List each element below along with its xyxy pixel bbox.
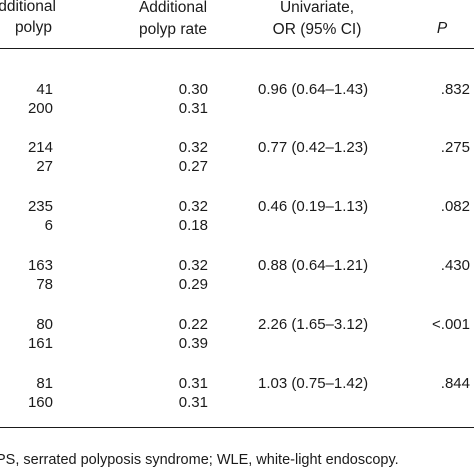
polyp-rate-cell: 0.32 [178,257,208,274]
polyp-rate-cell: 0.31 [178,100,208,117]
header-rule [0,48,474,49]
polyp-rate-cell: 0.32 [178,198,208,215]
header-or-line2: OR (95% CI) [272,21,362,38]
additional-polyp-cell: 80 [36,316,53,333]
polyp-rate-cell: 0.29 [178,276,208,293]
header-univariate-or: Univariate, OR (95% CI) [250,0,384,41]
odds-ratio-cell: 1.03 (0.75–1.42) [258,375,369,392]
additional-polyp-cell: 41 [36,81,53,98]
p-value-cell: .430 [440,257,470,274]
odds-ratio-cell: 0.88 (0.64–1.21) [258,257,369,274]
additional-polyp-cell: 200 [27,100,53,117]
additional-polyp-cell: 163 [27,257,53,274]
header-additional-polyp-line1: dditional [0,0,56,15]
odds-ratio-cell: 0.46 (0.19–1.13) [258,198,369,215]
additional-polyp-cell: 160 [27,394,53,411]
polyp-rate-cell: 0.31 [178,394,208,411]
bottom-rule [0,427,474,428]
polyp-rate-cell: 0.32 [178,139,208,156]
header-or-line1: Univariate, [279,0,355,16]
polyp-rate-cell: 0.30 [178,81,208,98]
additional-polyp-cell: 81 [36,375,53,392]
header-p-value: P [436,20,448,37]
polyp-rate-cell: 0.22 [178,316,208,333]
additional-polyp-cell: 235 [27,198,53,215]
odds-ratio-cell: 0.96 (0.64–1.43) [258,81,369,98]
additional-polyp-cell: 161 [27,335,53,352]
p-value-cell: .082 [440,198,470,215]
header-additional-polyp-rate: Additional polyp rate [118,0,228,41]
p-value-cell: .832 [440,81,470,98]
p-value-cell: <.001 [432,316,470,333]
additional-polyp-cell: 27 [36,158,53,175]
p-value-cell: .844 [440,375,470,392]
table-footnote: PS, serrated polyposis syndrome; WLE, wh… [0,452,399,468]
odds-ratio-cell: 0.77 (0.42–1.23) [258,139,369,156]
odds-ratio-cell: 2.26 (1.65–3.12) [258,316,369,333]
polyp-rate-cell: 0.27 [178,158,208,175]
additional-polyp-cell: 78 [36,276,53,293]
additional-polyp-cell: 214 [27,139,53,156]
polyp-rate-cell: 0.18 [178,217,208,234]
header-additional-polyp-line2: polyp [14,19,52,36]
header-rate-line1: Additional [138,0,208,16]
polyp-rate-cell: 0.39 [178,335,208,352]
polyp-rate-cell: 0.31 [178,375,208,392]
p-value-cell: .275 [440,139,470,156]
header-rate-line2: polyp rate [138,21,208,38]
additional-polyp-cell: 6 [44,217,53,234]
